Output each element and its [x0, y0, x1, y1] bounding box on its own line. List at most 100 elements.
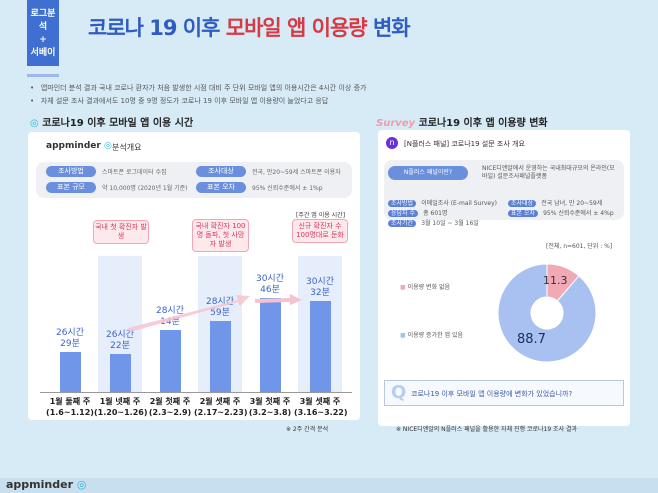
data-label: 28시간 59분	[195, 297, 245, 319]
info-label: 조사기간	[388, 220, 417, 227]
title-highlight: 모바일 앱 이용량	[225, 16, 368, 40]
panel-info-button[interactable]: N플러스 패널이란?	[388, 166, 468, 180]
trend-arrow	[255, 294, 302, 305]
data-label: 26시간 22분	[95, 330, 145, 352]
x-tick-line: (3.16~3.22)	[294, 408, 348, 417]
x-tick-label: 2월 첫째 주 (2.3~2.9)	[144, 396, 196, 418]
bullet: • 자체 설문 조사 결과에서도 10명 중 9명 정도가 코로나 19 이후 …	[30, 97, 329, 105]
logo-text: appminder	[46, 141, 101, 151]
bullet-text: 자체 설문 조사 결과에서도 10명 중 9명 정도가 코로나 19 이후 모바…	[40, 97, 329, 105]
logo-text: appminder	[6, 478, 73, 491]
footer-logo: appminder ◎	[6, 478, 87, 491]
donut-slice	[497, 263, 597, 363]
info-value: 이메일조사 (E-mail Survey)	[421, 200, 497, 207]
x-tick-line: 3월 첫째 주	[249, 397, 291, 406]
nplus-logo-icon: n	[386, 137, 398, 149]
info-label: 조사방법	[46, 166, 96, 177]
x-tick-line: 1월 넷째 주	[99, 397, 141, 406]
x-tick-label: 3월 셋째 주 (3.16~3.22)	[294, 396, 348, 418]
section-title-text: 코로나19 이후 모바일 앱 이용 시간	[42, 118, 194, 129]
bar	[210, 320, 231, 392]
data-label-line: 22분	[110, 340, 130, 351]
title-part: 변화	[366, 16, 411, 40]
badge-text: 서베이	[30, 48, 56, 58]
info-label: 표본 오차	[196, 182, 246, 193]
q-icon: Q	[391, 382, 407, 403]
bar	[310, 301, 331, 392]
data-label-line: 59분	[210, 307, 230, 318]
data-label: 30시간 46분	[245, 274, 295, 296]
bar	[60, 352, 81, 392]
left-section-title: ◎ 코로나19 이후 모바일 앱 이용 시간	[30, 114, 193, 129]
trend-arrow	[128, 295, 250, 332]
footer-ground	[0, 478, 658, 493]
x-tick-label: 2월 셋째 주 (2.17~2.23)	[194, 396, 248, 418]
category-badge: 로그분석 + 서베이	[27, 0, 59, 66]
data-label-line: 29분	[60, 339, 80, 350]
data-label-line: 46분	[260, 285, 280, 296]
x-axis	[40, 392, 352, 393]
overview-label: [N플러스 패널] 코로나19 설문 조사 개요	[404, 140, 525, 148]
divider	[27, 74, 59, 77]
info-value: 95% 신뢰수준에서 ± 1%p	[252, 185, 323, 192]
legend-item: ■ 이용량 변화 없음	[400, 282, 450, 291]
search-icon: ◎	[30, 118, 39, 129]
x-tick-label: 1월 넷째 주 (1.20~1.26)	[94, 396, 148, 418]
x-tick-line: 2월 셋째 주	[199, 397, 241, 406]
x-tick-label: 3월 첫째 주 (3.2~3.8)	[244, 396, 296, 418]
info-value: 95% 신뢰수준에서 ± 4%p	[543, 210, 614, 217]
info-row: 표본 오차 95% 신뢰수준에서 ± 4%p	[508, 200, 614, 219]
donut-chart	[497, 263, 597, 363]
data-label-line: 28시간	[205, 296, 234, 307]
info-value: 3월 10일 ~ 3월 16일	[421, 220, 479, 227]
data-label-line: 28시간	[155, 306, 184, 317]
info-value: 전국, 만20~59세 스마트폰 이용자	[252, 169, 341, 176]
x-tick-line: (1.6~1.12)	[46, 408, 94, 417]
data-label: 28시간 14분	[145, 306, 195, 328]
legend-label: 이용량 증가한 앱 있음	[407, 332, 463, 339]
x-tick-line: (3.2~3.8)	[248, 408, 292, 417]
bullet-text: 앱마인더 분석 결과 국내 코로나 환자가 처음 발생한 시점 대비 주 단위 …	[40, 84, 367, 92]
info-row: 조사대상 전국 남녀, 만 20~59세	[508, 190, 602, 209]
badge-text: 로그분석	[30, 9, 56, 32]
info-label: 조사대상	[196, 166, 246, 177]
callout: 신규 확진자 수 100명대로 둔화	[292, 219, 348, 243]
x-tick-line: (2.17~2.23)	[194, 408, 248, 417]
x-tick-line: (1.20~1.26)	[94, 408, 148, 417]
footnote: ※ 2주 간격 분석	[286, 426, 329, 433]
slice-label: 11.3	[543, 274, 568, 287]
data-label-line: 32분	[310, 288, 330, 299]
bullet: • 앱마인더 분석 결과 국내 코로나 환자가 처음 발생한 시점 대비 주 단…	[30, 84, 367, 92]
info-label: 조사대상	[508, 200, 537, 207]
info-row: 조사방법 이메일조사 (E-mail Survey)	[388, 190, 497, 209]
info-row: 조사기간 3월 10일 ~ 3월 16일	[388, 210, 479, 229]
question-text: 코로나19 이후 모바일 앱 이용량에 변화가 있었습니까?	[411, 390, 573, 398]
info-label: 표본 오차	[508, 210, 538, 217]
x-tick-line: (2.3~2.9)	[148, 408, 192, 417]
unit-label: [전체, n=601, 단위 : %]	[546, 243, 613, 250]
x-tick-line: 1월 둘째 주	[49, 397, 91, 406]
info-label: 조사방법	[388, 200, 417, 207]
info-label: 응답자 수	[388, 210, 418, 217]
callout: 국내 확진자 100명 돌파, 첫 사망자 발생	[192, 219, 249, 252]
info-value: 스마트폰 로그데이터 수집	[102, 169, 167, 176]
data-label-line: 26시간	[55, 328, 84, 339]
data-label-line: 30시간	[305, 277, 334, 288]
info-row: 응답자 수 총 601명	[388, 200, 448, 219]
footnote: ※ NICE디앤알의 N플러스 패널을 활용한 자체 진행 코로나19 조사 결…	[396, 426, 578, 433]
page-title: 코로나 19 이후 모바일 앱 이용량 변화	[88, 12, 411, 42]
right-section-title: Survey 코로나19 이후 앱 이용량 변화	[376, 114, 548, 129]
legend-label: 이용량 변화 없음	[407, 284, 451, 291]
info-value: 총 601명	[423, 210, 448, 217]
data-label-line: 14분	[160, 317, 180, 328]
callout: 국내 첫 확진자 발생	[93, 220, 149, 244]
badge-plus: +	[39, 35, 47, 45]
bar	[160, 330, 181, 392]
appminder-logo: appminder ◎	[46, 141, 112, 151]
info-value: 전국 남녀, 만 20~59세	[541, 200, 603, 207]
title-part: 코로나 19 이후	[88, 16, 226, 40]
data-label: 30시간 32분	[295, 277, 345, 299]
x-tick-label: 1월 둘째 주 (1.6~1.12)	[44, 396, 96, 418]
survey-logo: Survey	[376, 118, 416, 129]
